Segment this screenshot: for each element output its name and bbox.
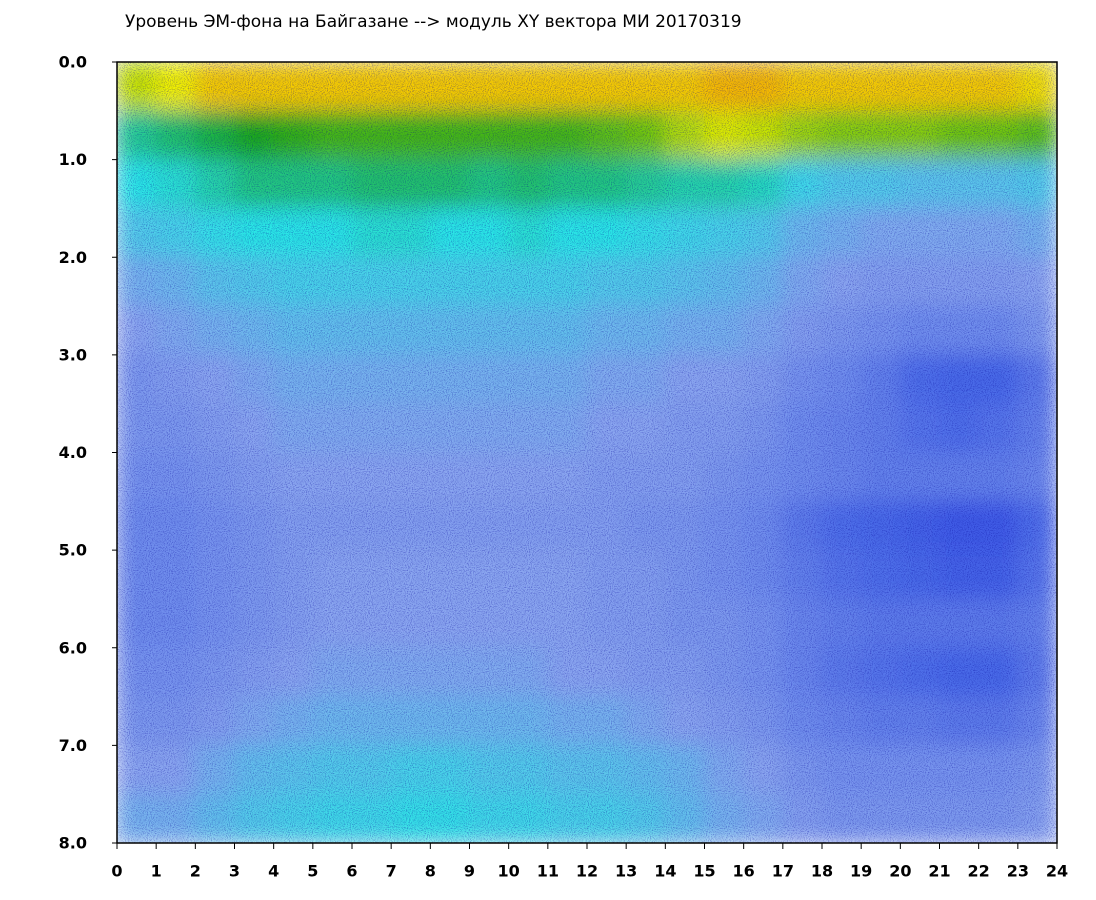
x-tick-label: 7 [386, 862, 397, 881]
x-tick-label: 5 [307, 862, 318, 881]
x-tick-label: 12 [576, 862, 598, 881]
x-tick-label: 11 [537, 862, 559, 881]
axes: 0.01.02.03.04.05.06.07.08.00 1 2 3 4 5 6 7 8 9 10 1… [59, 53, 1068, 881]
y-tick-label: 2.0 [59, 248, 87, 267]
y-tick-label: 1.0 [59, 150, 87, 169]
x-tick-label: 14 [654, 862, 676, 881]
x-tick-label: 1 [151, 862, 162, 881]
y-tick-label: 4.0 [59, 443, 87, 462]
x-tick-label: 9 [464, 862, 475, 881]
x-tick-label: 22 [968, 862, 990, 881]
x-tick-label: 8 [425, 862, 436, 881]
x-tick-label: 3 [229, 862, 240, 881]
x-tick-label: 13 [615, 862, 637, 881]
y-tick-label: 8.0 [59, 834, 87, 853]
y-tick-label: 5.0 [59, 541, 87, 560]
y-tick-label: 0.0 [59, 53, 87, 72]
x-tick-label: 21 [928, 862, 950, 881]
x-tick-label: 4 [268, 862, 279, 881]
x-tick-label: 23 [1007, 862, 1029, 881]
x-tick-label: 17 [772, 862, 794, 881]
x-tick-label: 24 [1046, 862, 1068, 881]
x-tick-label: 20 [889, 862, 911, 881]
x-tick-label: 0 [111, 862, 122, 881]
y-tick-label: 6.0 [59, 638, 87, 657]
x-tick-label: 18 [811, 862, 833, 881]
texture [117, 62, 1057, 843]
x-tick-label: 15 [693, 862, 715, 881]
x-tick-label: 16 [733, 862, 755, 881]
y-tick-label: 7.0 [59, 736, 87, 755]
x-tick-label: 2 [190, 862, 201, 881]
y-tick-label: 3.0 [59, 345, 87, 364]
x-tick-label: 19 [850, 862, 872, 881]
x-tick-label: 10 [498, 862, 520, 881]
chart-title: Уровень ЭМ-фона на Байгазане --> модуль … [125, 12, 742, 32]
x-tick-label: 6 [346, 862, 357, 881]
